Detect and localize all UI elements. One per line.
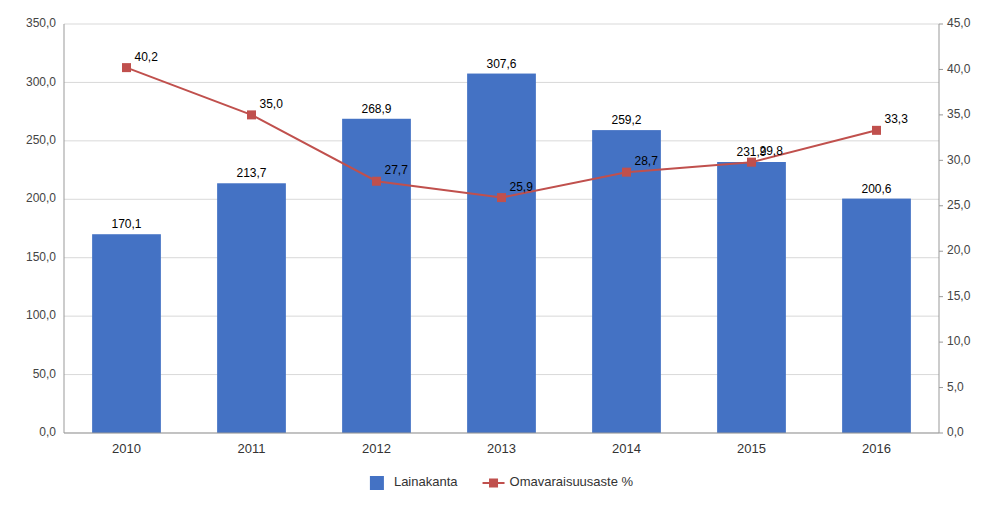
data-label: 213,7 bbox=[236, 166, 266, 180]
x-tick-label: 2014 bbox=[612, 441, 641, 456]
chart: 0,0 50,0 100,0 150,0 200,0 250,0 300,0 350,0 0,0… bbox=[0, 0, 1003, 523]
data-label: 307,6 bbox=[486, 57, 516, 71]
x-tick-label: 2010 bbox=[112, 441, 141, 456]
x-tick-label: 2012 bbox=[362, 441, 391, 456]
data-label: 28,7 bbox=[635, 154, 659, 168]
x-axis bbox=[64, 433, 939, 434]
marker bbox=[372, 177, 381, 186]
data-label: 29,8 bbox=[760, 144, 784, 158]
grid-line bbox=[64, 24, 939, 25]
y2-tick-label: 30,0 bbox=[947, 153, 971, 167]
y2-tick bbox=[939, 251, 943, 252]
legend: Lainakanta Omavaraisuusaste % bbox=[370, 474, 634, 490]
line bbox=[127, 68, 877, 198]
grid bbox=[64, 24, 939, 433]
data-label: 170,1 bbox=[111, 217, 141, 231]
y2-tick bbox=[939, 205, 943, 206]
y-tick-label: 300,0 bbox=[26, 75, 56, 89]
data-label: 200,6 bbox=[861, 182, 891, 196]
y2-tick-label: 20,0 bbox=[947, 243, 971, 257]
plot-area bbox=[92, 63, 911, 433]
y2-tick bbox=[939, 114, 943, 115]
y2-tick bbox=[939, 342, 943, 343]
y-tick-label: 350,0 bbox=[26, 16, 56, 30]
y-tick-label: 50,0 bbox=[33, 367, 57, 381]
y-tick-label: 250,0 bbox=[26, 133, 56, 147]
data-label: 268,9 bbox=[361, 102, 391, 116]
legend-marker bbox=[489, 479, 498, 488]
x-tick-label: 2013 bbox=[487, 441, 516, 456]
y2-tick bbox=[939, 387, 943, 388]
legend-label: Lainakanta bbox=[394, 474, 458, 489]
marker bbox=[872, 126, 881, 135]
y2-tick-label: 10,0 bbox=[947, 334, 971, 348]
bar bbox=[467, 74, 536, 433]
legend-item: Omavaraisuusaste % bbox=[483, 474, 634, 489]
bar bbox=[842, 199, 911, 433]
grid-line bbox=[64, 433, 939, 434]
bar bbox=[592, 130, 661, 433]
y2-tick-label: 15,0 bbox=[947, 289, 971, 303]
y2-tick bbox=[939, 160, 943, 161]
x-tick-label: 2015 bbox=[737, 441, 766, 456]
data-label: 35,0 bbox=[260, 97, 284, 111]
data-label: 40,2 bbox=[135, 50, 159, 64]
marker bbox=[622, 168, 631, 177]
marker bbox=[122, 63, 131, 72]
y2-tick-label: 45,0 bbox=[947, 16, 971, 30]
data-label: 259,2 bbox=[611, 113, 641, 127]
bar bbox=[342, 119, 411, 433]
y-tick-label: 0,0 bbox=[39, 425, 56, 439]
data-labels: 170,1213,7268,9307,6259,2231,9200,640,23… bbox=[111, 50, 908, 232]
data-label: 25,9 bbox=[510, 180, 534, 194]
bar bbox=[217, 183, 286, 433]
x-tick-label: 2011 bbox=[238, 441, 266, 456]
y-tick-label: 100,0 bbox=[26, 308, 56, 322]
data-label: 27,7 bbox=[385, 163, 409, 177]
data-label: 33,3 bbox=[885, 112, 909, 126]
bar bbox=[92, 234, 161, 433]
y2-tick-label: 25,0 bbox=[947, 198, 971, 212]
y2-tick bbox=[939, 24, 943, 25]
y-tick-label: 150,0 bbox=[26, 250, 56, 264]
y2-axis bbox=[939, 24, 940, 433]
legend-label: Omavaraisuusaste % bbox=[510, 474, 634, 489]
y-axis bbox=[64, 24, 65, 433]
y2-tick-label: 0,0 bbox=[947, 425, 964, 439]
y2-tick bbox=[939, 69, 943, 70]
marker bbox=[247, 110, 256, 119]
y2-tick bbox=[939, 433, 943, 434]
legend-swatch bbox=[370, 476, 384, 490]
y2-tick-label: 40,0 bbox=[947, 62, 971, 76]
y2-tick-label: 35,0 bbox=[947, 107, 971, 121]
marker bbox=[497, 193, 506, 202]
y2-tick-label: 5,0 bbox=[947, 380, 964, 394]
y-tick-label: 200,0 bbox=[26, 191, 56, 205]
y2-tick bbox=[939, 296, 943, 297]
x-tick-label: 2016 bbox=[862, 441, 891, 456]
legend-item: Lainakanta bbox=[370, 474, 458, 490]
bar bbox=[717, 162, 786, 433]
